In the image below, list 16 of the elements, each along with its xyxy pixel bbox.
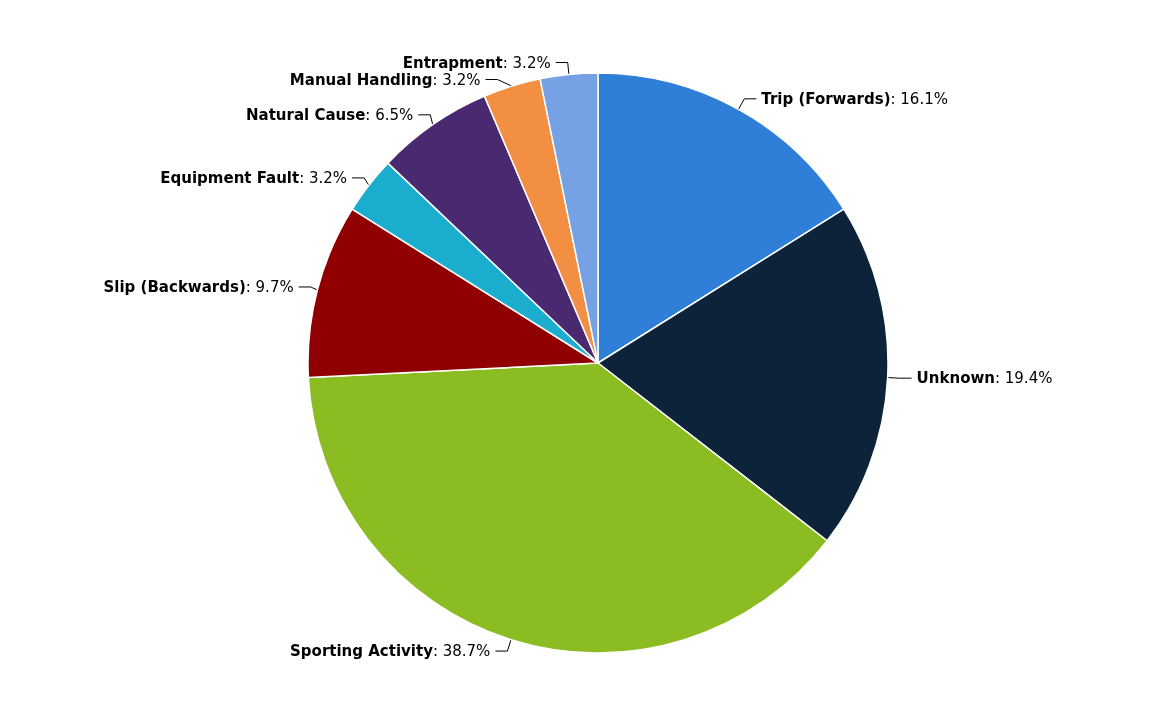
- slice-label: Manual Handling: [289, 70, 433, 89]
- slice-label: Equipment Fault: [160, 168, 300, 187]
- slice-label: Sporting Activity: [290, 642, 434, 661]
- slice-label: Natural Cause: [246, 105, 366, 124]
- data-label: : 16.1%: [890, 89, 948, 108]
- data-label: : 3.2%: [299, 168, 348, 187]
- slice-label: Slip (Backwards): [103, 277, 246, 296]
- data-label: : 6.5%: [365, 105, 414, 124]
- data-label: : 3.2%: [502, 53, 551, 72]
- data-label: : 19.4%: [994, 369, 1053, 388]
- data-label: : 9.7%: [245, 277, 294, 296]
- slice-label: Entrapment: [402, 53, 503, 72]
- data-label: : 3.2%: [432, 70, 481, 89]
- slice-label: Unknown: [916, 369, 995, 388]
- slice-label: Trip (Forwards): [761, 89, 891, 108]
- data-label: : 38.7%: [432, 642, 491, 661]
